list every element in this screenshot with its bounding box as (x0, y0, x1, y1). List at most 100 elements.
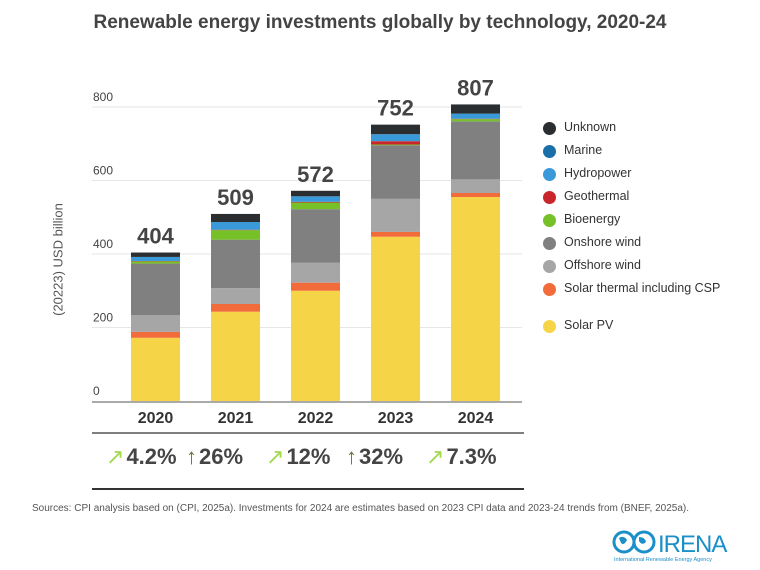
total-label: 752 (377, 96, 414, 121)
legend-swatch (543, 145, 556, 158)
y-tick-label: 0 (93, 384, 100, 398)
bar-segment-solar-pv (371, 236, 420, 401)
growth-indicator: ↗ 4.2% (106, 444, 177, 470)
legend-swatch (543, 260, 556, 273)
bar-segment-unknown (211, 213, 260, 223)
bar-segment-hydropower (291, 196, 340, 202)
growth-value: 12% (286, 444, 331, 469)
bar-segment-onshore-wind (131, 263, 180, 316)
legend-item: Solar PV (543, 318, 720, 341)
bar-segment-onshore-wind (371, 145, 420, 199)
bar-segment-geothermal (291, 201, 340, 203)
legend-swatch (543, 283, 556, 296)
y-tick-label: 600 (93, 164, 113, 178)
legend-swatch (543, 191, 556, 204)
total-label: 572 (297, 162, 334, 187)
legend-item: Hydropower (543, 166, 720, 189)
chart-title: Renewable energy investments globally by… (93, 12, 667, 33)
bar-segment-offshore-wind (451, 179, 500, 193)
arrow-up-right-icon: ↗ (106, 444, 125, 469)
irena-logo: IRENA International Renewable Energy Age… (612, 528, 732, 567)
legend-swatch (543, 122, 556, 135)
legend-item: Geothermal (543, 189, 720, 212)
bar-segment-solar-pv (451, 197, 500, 401)
legend-label: Solar PV (564, 318, 614, 332)
legend: Unknown Marine Hydropower Geothermal Bioener… (543, 120, 720, 341)
total-label: 404 (137, 224, 174, 249)
legend-label: Marine (564, 143, 603, 157)
legend-label: Unknown (564, 120, 617, 134)
growth-indicator: ↗ 7.3% (426, 444, 497, 470)
growth-indicator: ↑ 32% (346, 444, 403, 470)
bar-segment-onshore-wind (451, 121, 500, 180)
x-tick-label: 2024 (458, 410, 494, 427)
bar-segment-unknown (371, 124, 420, 135)
legend-label: Hydropower (564, 166, 632, 180)
bar-segment-onshore-wind (291, 209, 340, 263)
bar-segment-solar-thermal-including-csp (451, 192, 500, 198)
chart-plot: 0 200 400 600 800 404 2020 509 2021 572 2022 752 202… (92, 75, 524, 490)
bar-segment-solar-thermal-including-csp (291, 282, 340, 291)
bar-segment-offshore-wind (291, 262, 340, 283)
legend-item: Solar thermal including CSP (543, 281, 720, 318)
svg-text:IRENA: IRENA (658, 531, 727, 558)
bar-segment-hydropower (371, 134, 420, 142)
bar-segment-offshore-wind (131, 315, 180, 332)
growth-indicator: ↑ 26% (186, 444, 243, 470)
bar-segment-bioenergy (131, 261, 180, 264)
arrow-up-right-icon: ↗ (266, 444, 285, 469)
bar-segment-solar-thermal-including-csp (211, 303, 260, 312)
total-label: 509 (217, 185, 254, 210)
legend-item: Marine (543, 143, 720, 166)
legend-swatch (543, 168, 556, 181)
bar-segment-offshore-wind (211, 288, 260, 304)
growth-value: 7.3% (446, 444, 497, 469)
x-tick-label: 2023 (378, 410, 414, 427)
legend-item: Onshore wind (543, 235, 720, 258)
legend-label: Geothermal (564, 189, 630, 203)
bar-segment-solar-pv (131, 337, 180, 401)
arrow-up-icon: ↑ (186, 444, 197, 469)
growth-value: 26% (199, 444, 244, 469)
bar-segment-bioenergy (451, 119, 500, 122)
bar-segment-solar-pv (211, 311, 260, 401)
bar-segment-onshore-wind (211, 239, 260, 289)
arrow-up-right-icon: ↗ (426, 444, 445, 469)
legend-swatch (543, 214, 556, 227)
arrow-up-icon: ↑ (346, 444, 357, 469)
bar-segment-offshore-wind (371, 198, 420, 232)
legend-label: Solar thermal including CSP (564, 281, 721, 295)
growth-value: 4.2% (126, 444, 177, 469)
y-tick-label: 400 (93, 237, 113, 251)
legend-swatch (543, 320, 556, 333)
growth-value: 32% (359, 444, 404, 469)
bar-segment-solar-pv (291, 290, 340, 401)
bar-segment-bioenergy (291, 202, 340, 210)
y-tick-label: 800 (93, 90, 113, 104)
legend-item: Offshore wind (543, 258, 720, 281)
y-tick-label: 200 (93, 311, 113, 325)
legend-item: Bioenergy (543, 212, 720, 235)
total-label: 807 (457, 75, 494, 100)
x-tick-label: 2021 (218, 410, 254, 427)
bar-segment-solar-thermal-including-csp (371, 231, 420, 237)
svg-text:International Renewable Energy: International Renewable Energy Agency (614, 557, 712, 562)
source-note: Sources: CPI analysis based on (CPI, 202… (32, 503, 690, 514)
legend-item: Unknown (543, 120, 720, 143)
x-tick-label: 2020 (138, 410, 174, 427)
bar-segment-unknown (131, 252, 180, 257)
legend-label: Offshore wind (564, 258, 641, 272)
bar-segment-hydropower (211, 222, 260, 230)
bar-segment-hydropower (131, 256, 180, 261)
x-tick-label: 2022 (298, 410, 334, 427)
bar-segment-geothermal (371, 141, 420, 145)
growth-indicator: ↗ 12% (266, 444, 330, 470)
bar-segment-unknown (451, 104, 500, 114)
bar-segment-solar-thermal-including-csp (131, 331, 180, 338)
bar-segment-unknown (291, 190, 340, 197)
legend-label: Onshore wind (564, 235, 642, 249)
legend-swatch (543, 237, 556, 250)
legend-label: Bioenergy (564, 212, 621, 226)
bar-segment-bioenergy (371, 144, 420, 146)
